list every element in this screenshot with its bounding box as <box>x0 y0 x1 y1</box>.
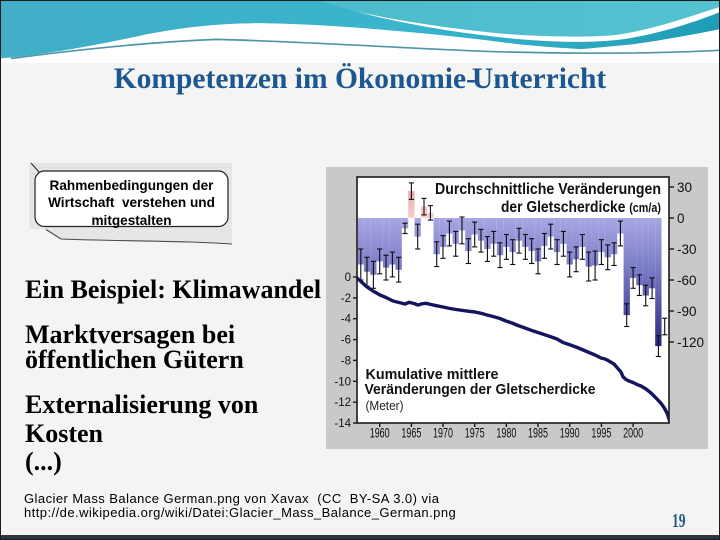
svg-text:-60: -60 <box>677 273 697 288</box>
svg-text:1960: 1960 <box>370 426 390 441</box>
svg-text:-120: -120 <box>677 335 704 350</box>
svg-text:Durchschnittliche Veränderunge: Durchschnittliche Veränderungen <box>435 181 661 198</box>
svg-text:2000: 2000 <box>623 426 643 441</box>
svg-text:-30: -30 <box>677 242 697 257</box>
svg-text:-8: -8 <box>341 355 351 367</box>
svg-text:1980: 1980 <box>496 426 516 441</box>
svg-text:1985: 1985 <box>528 426 548 441</box>
svg-text:-2: -2 <box>341 293 351 305</box>
svg-text:Kumulative mittlere: Kumulative mittlere <box>366 366 499 383</box>
svg-text:-12: -12 <box>334 397 351 409</box>
svg-text:0: 0 <box>677 211 685 226</box>
svg-text:-14: -14 <box>334 418 351 430</box>
svg-text:Veränderungen der Gletscherdic: Veränderungen der Gletscherdicke <box>365 381 596 398</box>
svg-text:1975: 1975 <box>465 426 485 441</box>
svg-text:1965: 1965 <box>401 426 421 441</box>
svg-text:1970: 1970 <box>433 426 453 441</box>
svg-text:-10: -10 <box>334 376 351 388</box>
svg-text:1995: 1995 <box>591 426 611 441</box>
svg-text:30: 30 <box>677 180 692 195</box>
svg-text:-90: -90 <box>677 304 697 319</box>
svg-text:0: 0 <box>345 272 351 284</box>
svg-text:(Meter): (Meter) <box>366 398 404 413</box>
svg-text:1990: 1990 <box>560 426 580 441</box>
svg-text:-4: -4 <box>341 314 352 326</box>
svg-text:der Gletscherdicke (cm/a): der Gletscherdicke (cm/a) <box>501 199 661 216</box>
svg-text:-6: -6 <box>341 335 351 347</box>
